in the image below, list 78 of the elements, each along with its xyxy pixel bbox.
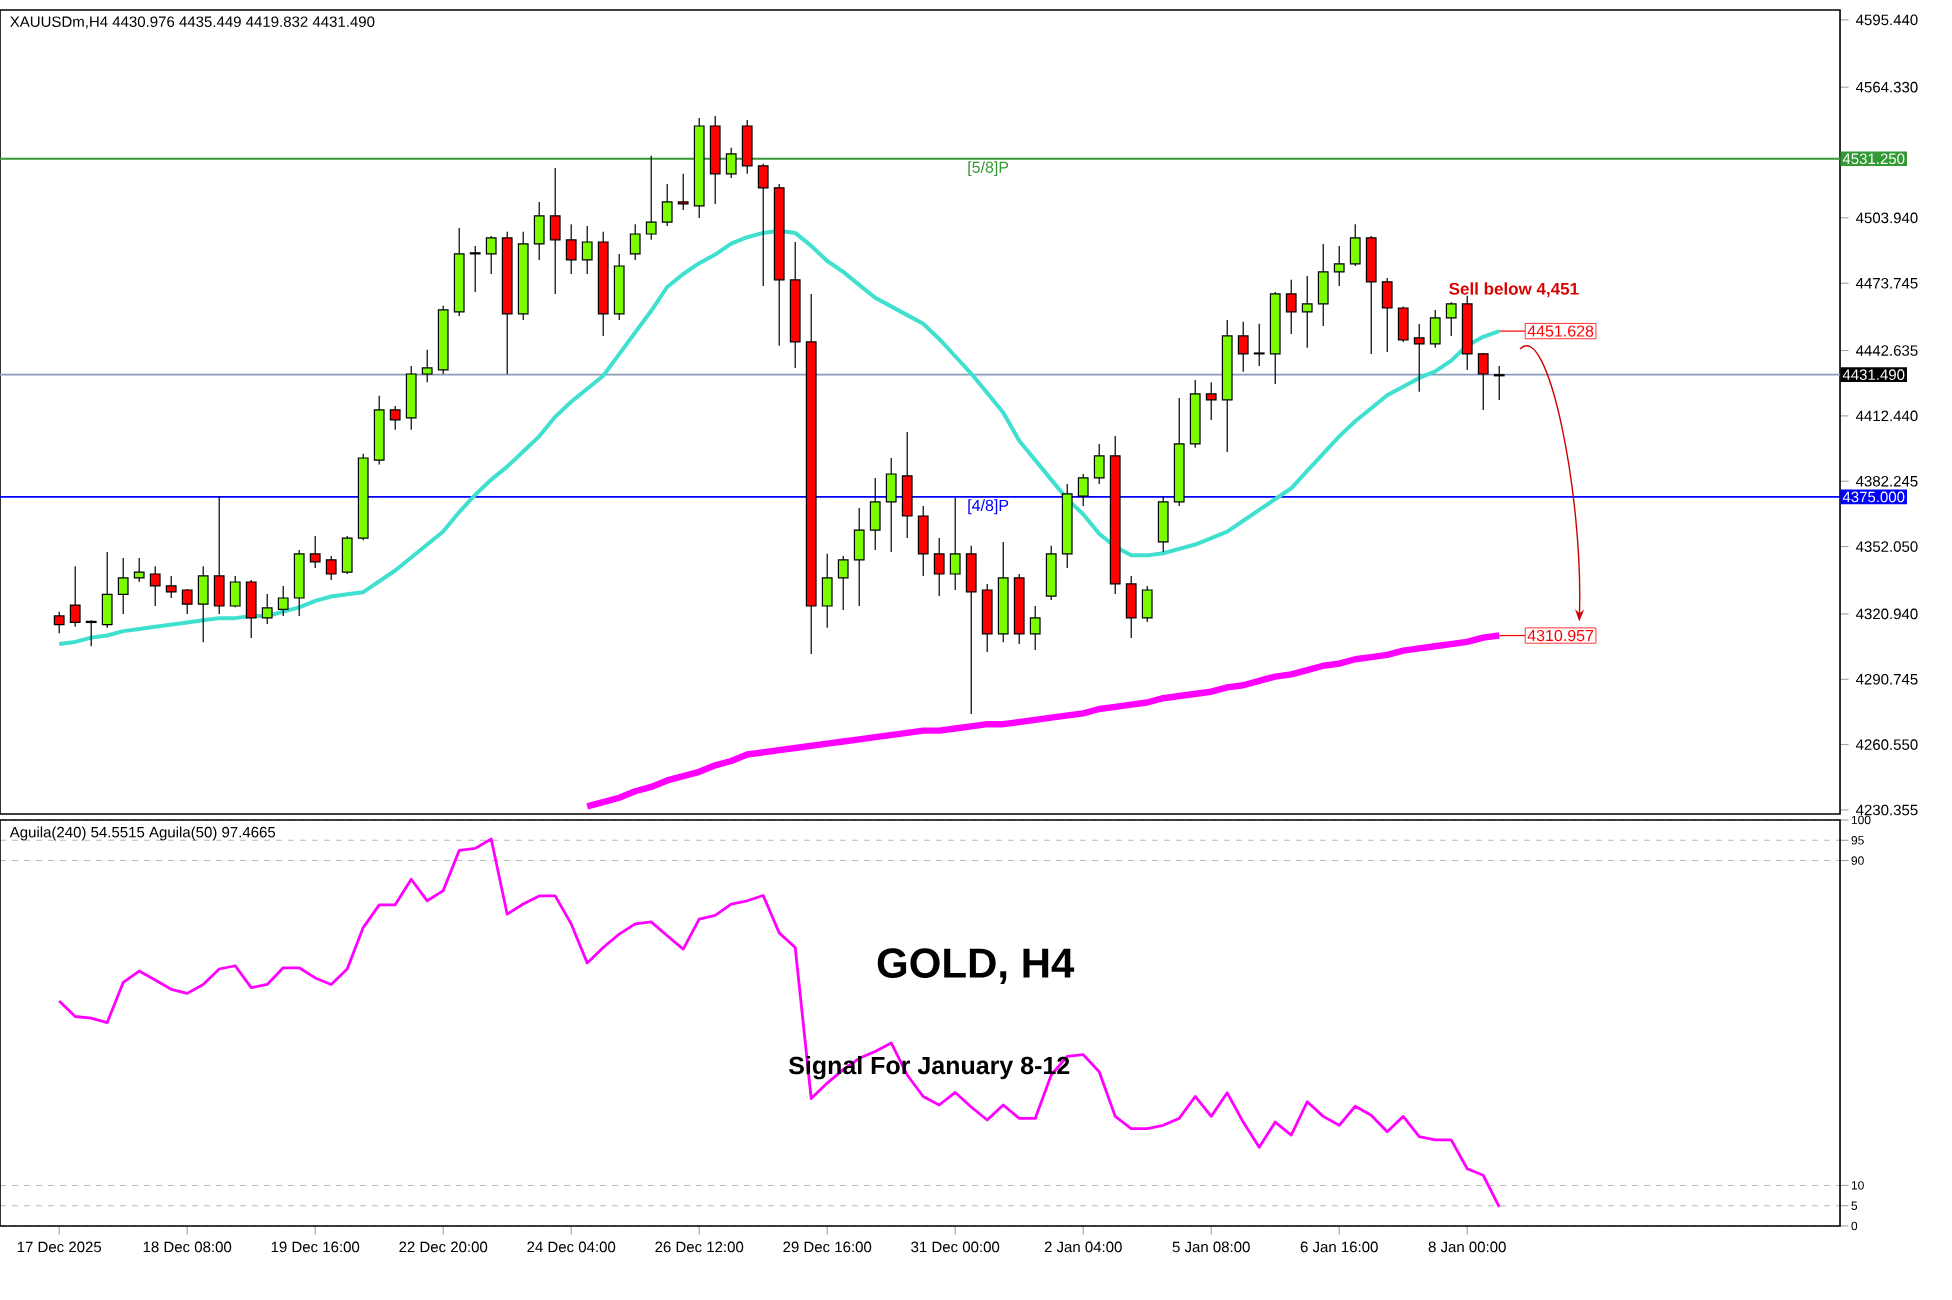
- candlestick: [709, 115, 721, 205]
- ref-line-label: [4/8]P: [968, 499, 1009, 515]
- candlestick: [1029, 605, 1041, 651]
- candlestick: [1333, 245, 1345, 287]
- text: GOLD, H4: [877, 948, 1075, 985]
- candlestick: [581, 225, 593, 275]
- candlestick: [917, 505, 929, 577]
- candlestick: [1317, 243, 1329, 327]
- line-series: [57, 837, 1501, 1209]
- candlestick: [1365, 235, 1377, 355]
- candlestick: [1141, 585, 1153, 623]
- candlestick: [933, 537, 945, 597]
- candlestick: [101, 551, 113, 629]
- candlestick: [949, 497, 961, 591]
- candlestick: [725, 147, 737, 179]
- candlestick: [197, 565, 209, 643]
- candlestick: [677, 173, 689, 211]
- candlestick: [645, 155, 657, 241]
- candlestick: [421, 349, 433, 383]
- candlestick: [613, 253, 625, 321]
- candlestick: [869, 477, 881, 551]
- candlestick: [1237, 321, 1249, 373]
- ref-line-label: [5/8]P: [968, 161, 1009, 177]
- text: 4310.957: [1527, 629, 1594, 642]
- annotation: Sell below 4,451: [1449, 282, 1579, 298]
- candlestick: [757, 163, 769, 287]
- text: 4451.628: [1527, 325, 1594, 337]
- candlestick: [885, 457, 897, 553]
- candlestick: [741, 119, 753, 175]
- candlestick: [1045, 545, 1057, 601]
- candlestick: [229, 575, 241, 608]
- candlestick: [277, 585, 289, 617]
- candlestick: [133, 557, 145, 583]
- candlestick: [965, 545, 977, 715]
- candlestick: [1125, 575, 1137, 639]
- candlestick: [485, 235, 497, 275]
- candlestick: [1253, 323, 1265, 367]
- candlestick: [901, 431, 913, 539]
- candlestick: [629, 223, 641, 261]
- candlestick: [981, 583, 993, 653]
- candlestick: [85, 619, 97, 647]
- candlestick: [1429, 309, 1441, 349]
- candlestick: [261, 593, 273, 625]
- candlestick: [117, 557, 129, 615]
- candlestick: [165, 575, 177, 599]
- candlestick: [341, 535, 353, 575]
- candlestick: [1205, 381, 1217, 421]
- candlestick: [1445, 301, 1457, 337]
- candlestick: [1157, 495, 1169, 553]
- candlestick: [69, 565, 81, 628]
- candlestick: [405, 365, 417, 431]
- candlestick: [245, 579, 257, 639]
- candlestick: [661, 183, 673, 227]
- candlestick: [821, 553, 833, 629]
- candlestick: [213, 495, 225, 615]
- candlestick: [149, 565, 161, 607]
- candlestick: [1077, 473, 1089, 507]
- candlestick: [469, 245, 481, 293]
- candlestick: [1301, 275, 1313, 349]
- candlestick: [1493, 365, 1505, 401]
- candlestick: [565, 223, 577, 275]
- candlestick: [1349, 223, 1361, 267]
- candlestick: [1477, 352, 1489, 411]
- candlestick: [293, 549, 305, 617]
- candlestick: [1397, 305, 1409, 343]
- candlestick: [181, 588, 193, 615]
- candlestick: [1413, 323, 1425, 393]
- candlestick: [533, 201, 545, 261]
- candlestick: [1093, 443, 1105, 485]
- candlestick: [853, 507, 865, 607]
- candlestick: [549, 167, 561, 295]
- candlestick: [1381, 277, 1393, 353]
- candlestick: [309, 535, 321, 569]
- candlestick: [837, 555, 849, 611]
- candlestick: [1285, 279, 1297, 335]
- candlestick: [53, 611, 65, 634]
- candlestick: [389, 405, 401, 431]
- candlestick: [325, 555, 337, 581]
